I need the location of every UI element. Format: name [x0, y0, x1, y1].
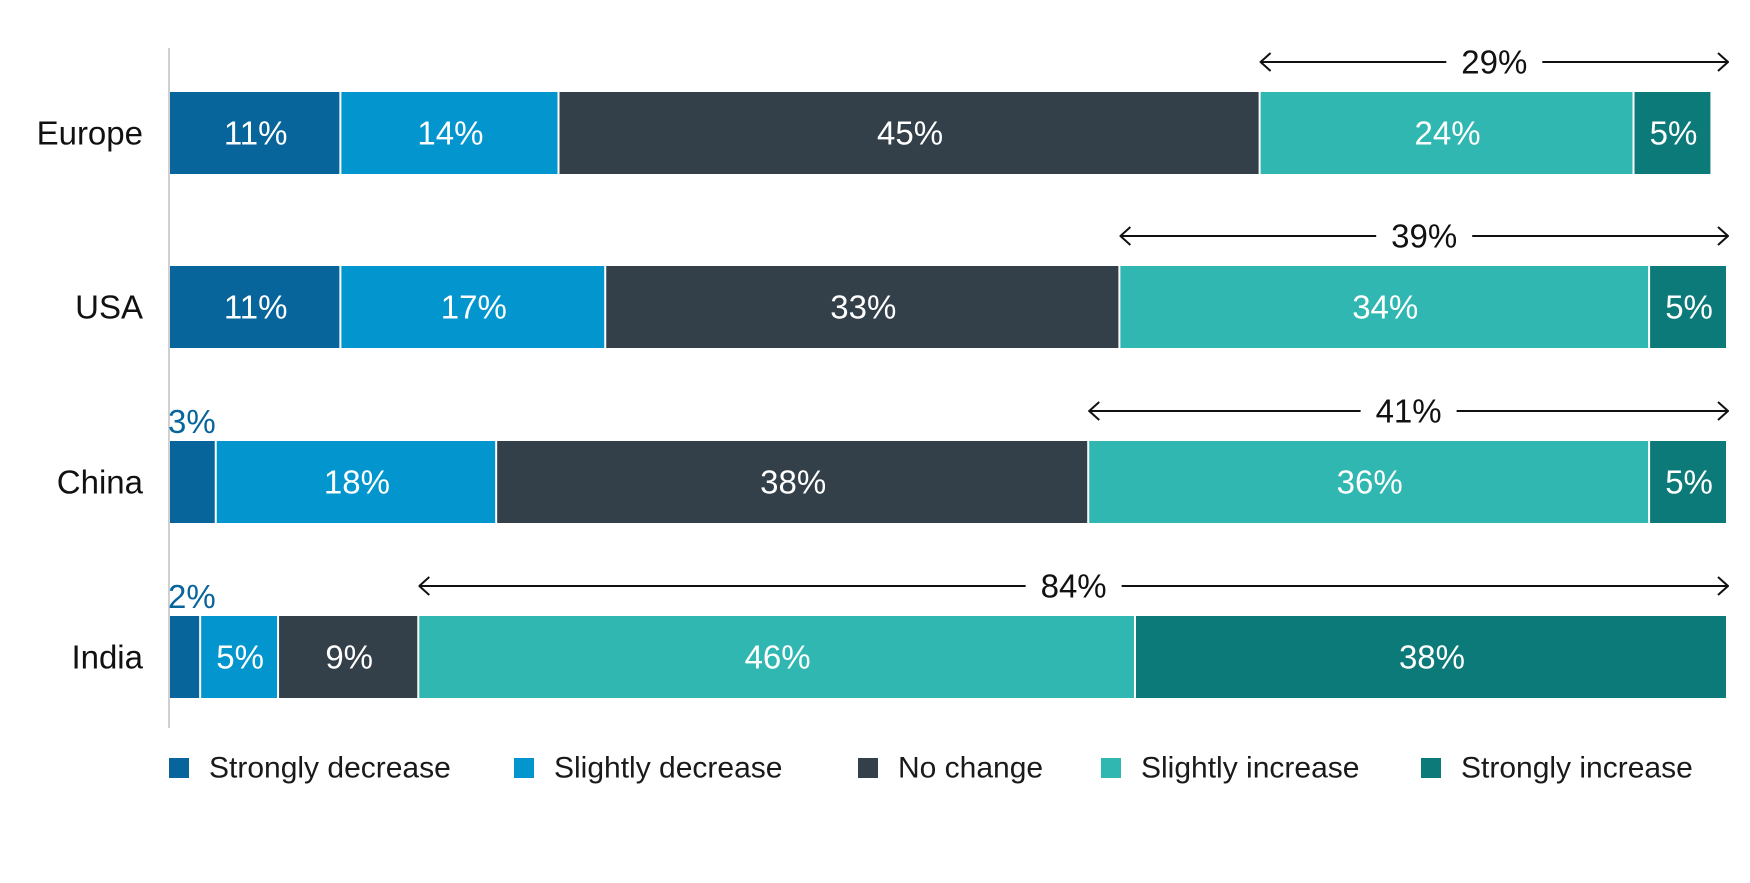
data-label-india-no-change: 9% — [325, 639, 373, 676]
increase-total-china: 41% — [1376, 393, 1442, 430]
bar-usa-slightly-increase — [1120, 266, 1649, 348]
data-label-europe-no-change: 45% — [877, 115, 943, 152]
data-label-usa-slightly-decrease: 17% — [441, 289, 507, 326]
increase-total-europe: 29% — [1461, 44, 1527, 81]
bar-india-slightly-decrease — [201, 616, 278, 698]
legend-label-strongly-decrease: Strongly decrease — [209, 752, 451, 785]
data-label-usa-slightly-increase: 34% — [1352, 289, 1418, 326]
data-label-china-slightly-decrease: 18% — [324, 464, 390, 501]
category-label-china: China — [57, 464, 144, 501]
bar-usa-strongly-decrease — [170, 266, 340, 348]
bar-usa-slightly-decrease — [341, 266, 605, 348]
bar-india-strongly-decrease — [170, 616, 200, 698]
data-label-europe-slightly-increase: 24% — [1415, 115, 1481, 152]
legend-label-no-change: No change — [898, 752, 1043, 785]
legend: Strongly decrease Slightly decrease No cha… — [169, 752, 1693, 785]
data-label-china-strongly-increase: 5% — [1665, 464, 1713, 501]
category-label-usa: USA — [75, 289, 143, 326]
data-label-india-strongly-decrease: 2% — [168, 578, 216, 615]
increase-total-usa: 39% — [1391, 218, 1457, 255]
bars-layer: Europe 11% 14% 45% 24% 5% 29% USA 11% 17% 33% 34% 5%… — [37, 44, 1728, 698]
bar-europe-slightly-increase — [1260, 92, 1633, 174]
legend-swatch-strongly-increase — [1421, 758, 1441, 778]
data-label-europe-strongly-increase: 5% — [1650, 115, 1698, 152]
data-label-usa-no-change: 33% — [830, 289, 896, 326]
data-label-india-slightly-increase: 46% — [745, 639, 811, 676]
bar-india-strongly-increase — [1135, 616, 1726, 698]
bar-china-strongly-decrease — [170, 441, 215, 523]
data-label-china-strongly-decrease: 3% — [168, 403, 216, 440]
bar-china-slightly-decrease — [216, 441, 496, 523]
bar-china-strongly-increase — [1650, 441, 1726, 523]
bar-india-slightly-increase — [419, 616, 1134, 698]
legend-label-slightly-decrease: Slightly decrease — [554, 752, 782, 785]
data-label-usa-strongly-decrease: 11% — [224, 289, 288, 326]
data-label-china-no-change: 38% — [760, 464, 826, 501]
legend-swatch-slightly-increase — [1101, 758, 1121, 778]
data-label-europe-slightly-decrease: 14% — [417, 115, 483, 152]
bar-china-slightly-increase — [1089, 441, 1649, 523]
legend-label-strongly-increase: Strongly increase — [1461, 752, 1693, 785]
bar-europe-slightly-decrease — [341, 92, 558, 174]
bar-europe-strongly-decrease — [170, 92, 340, 174]
legend-swatch-no-change — [858, 758, 878, 778]
data-label-europe-strongly-decrease: 11% — [224, 115, 288, 152]
legend-swatch-strongly-decrease — [169, 758, 189, 778]
data-label-india-slightly-decrease: 5% — [216, 639, 264, 676]
bar-china-no-change — [497, 441, 1088, 523]
legend-swatch-slightly-decrease — [514, 758, 534, 778]
bar-europe-no-change — [559, 92, 1259, 174]
data-label-china-slightly-increase: 36% — [1337, 464, 1403, 501]
category-label-india: India — [71, 639, 143, 676]
bar-usa-no-change — [606, 266, 1119, 348]
bar-europe-strongly-increase — [1634, 92, 1711, 174]
bar-india-no-change — [279, 616, 418, 698]
category-label-europe: Europe — [37, 115, 143, 152]
legend-label-slightly-increase: Slightly increase — [1141, 752, 1359, 785]
increase-total-india: 84% — [1041, 568, 1107, 605]
bar-usa-strongly-increase — [1650, 266, 1726, 348]
data-label-usa-strongly-increase: 5% — [1665, 289, 1713, 326]
data-label-india-strongly-increase: 38% — [1399, 639, 1465, 676]
